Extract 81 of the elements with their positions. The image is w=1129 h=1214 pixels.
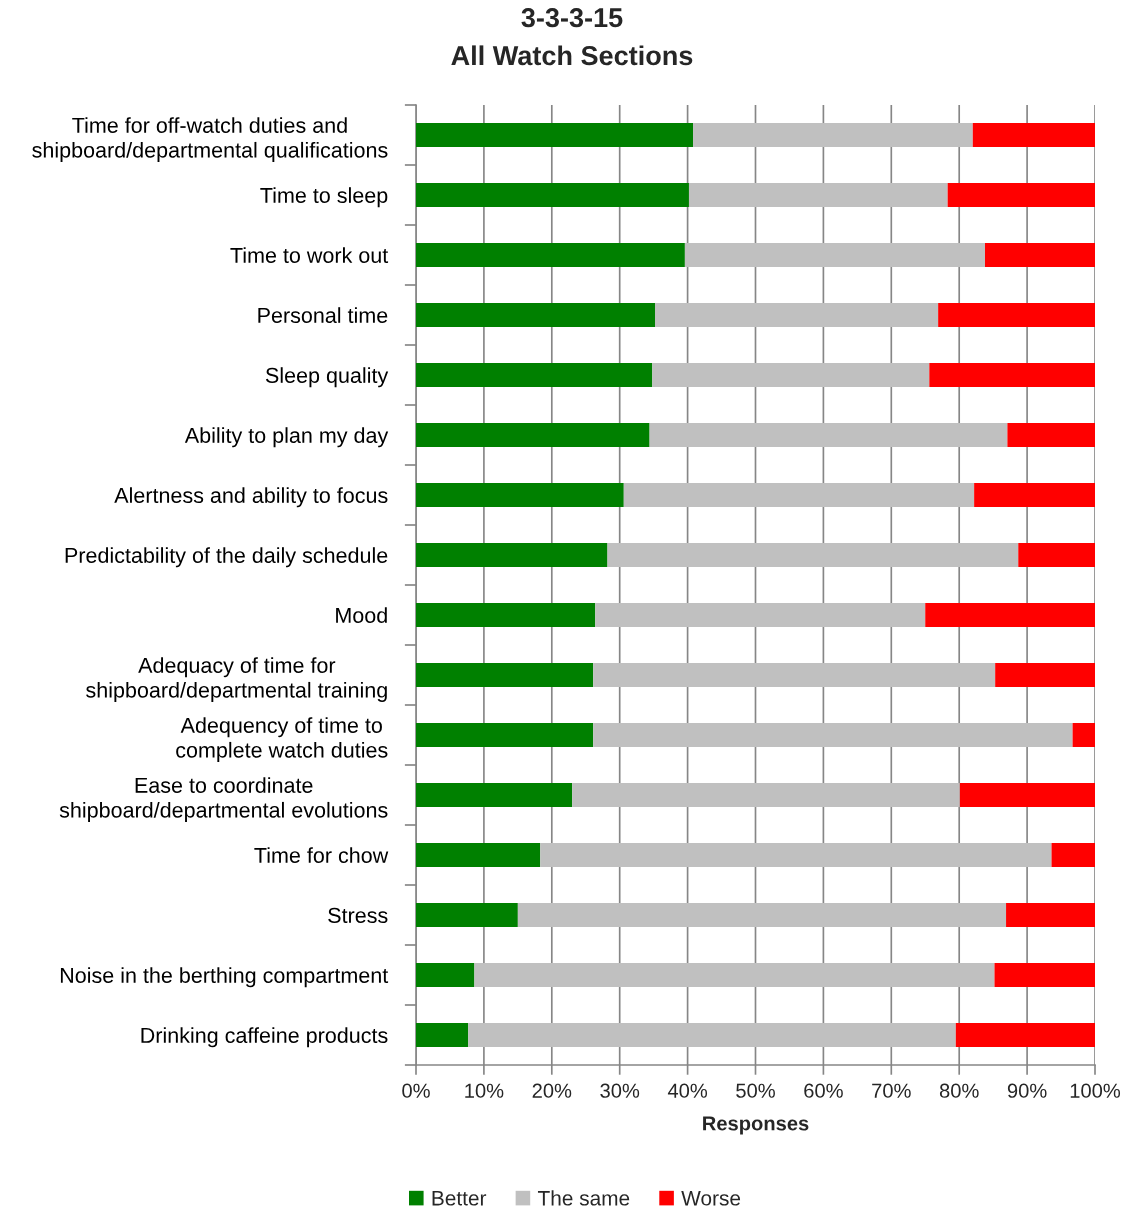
bar: [416, 963, 475, 987]
bar: [416, 843, 541, 867]
bar: [540, 843, 1052, 867]
bar: [416, 123, 694, 147]
y-tick-label: Predictability of the daily schedule: [65, 547, 388, 568]
x-tick-label: 20%: [532, 1083, 572, 1098]
bar: [468, 1023, 956, 1047]
bar: [974, 483, 1095, 507]
bar: [416, 183, 689, 207]
bar: [652, 363, 930, 387]
bar: [416, 903, 518, 927]
bar: [474, 963, 995, 987]
bar: [1018, 543, 1095, 567]
bar: [416, 363, 653, 387]
x-tick-label: 40%: [667, 1083, 708, 1098]
bar: [416, 603, 596, 627]
legend-label: Worse: [681, 1191, 741, 1206]
bar: [517, 903, 1007, 927]
bar: [416, 723, 594, 747]
x-tick-label: 80%: [939, 1083, 979, 1098]
chart-title: 3-3-3-15: [521, 8, 623, 28]
bar: [593, 723, 1073, 747]
bar: [649, 423, 1008, 447]
bar: [955, 1023, 1095, 1047]
bar: [929, 363, 1095, 387]
x-tick-label: 100%: [1070, 1083, 1121, 1098]
y-tick-label: Time to sleep: [260, 187, 388, 208]
bar: [985, 243, 1095, 267]
bar: [655, 303, 939, 327]
bar: [593, 663, 996, 687]
x-tick-label: 0%: [402, 1083, 430, 1098]
y-tick-label: Alertness and ability to focus: [114, 487, 388, 508]
y-tick-label: Personal time: [258, 307, 388, 324]
bar: [607, 543, 1019, 567]
legend-label: Better: [432, 1191, 487, 1206]
bar: [416, 303, 656, 327]
legend-label: The same: [537, 1190, 630, 1206]
chart-subtitle: All Watch Sections: [451, 45, 693, 66]
y-tick-label: Adequency of time to complete watch duties: [176, 717, 388, 762]
bar: [1006, 903, 1095, 927]
x-tick-label: 50%: [736, 1083, 775, 1098]
y-tick-label: Sleep quality: [265, 367, 389, 388]
bar: [994, 963, 1095, 987]
bar: [693, 123, 973, 147]
y-tick-label: Time to work out: [230, 247, 389, 264]
bar: [959, 783, 1095, 807]
x-tick-label: 60%: [804, 1083, 843, 1098]
y-tick-label: Drinking caffeine products: [141, 1027, 388, 1048]
bar: [416, 423, 650, 447]
y-tick-label: Noise in the berthing compartment: [60, 967, 389, 988]
bar: [972, 123, 1095, 147]
bar: [938, 303, 1095, 327]
x-axis-title: Responses: [703, 1116, 809, 1135]
y-tick-label: Adequacy of time for shipboard/departmental training: [86, 657, 387, 702]
bar: [416, 543, 608, 567]
bar: [416, 483, 624, 507]
x-tick-label: 90%: [1007, 1083, 1047, 1098]
bar: [416, 783, 573, 807]
bar: [925, 603, 1095, 627]
y-tick-label: Time for chow: [254, 847, 389, 864]
bar: [416, 243, 685, 267]
y-tick-label: Mood: [336, 607, 387, 624]
bar: [1007, 423, 1095, 447]
x-tick-label: 30%: [600, 1083, 640, 1098]
y-tick-label: Ease to coordinate shipboard/departmental evolutions: [59, 777, 388, 822]
bar: [688, 183, 948, 207]
y-tick-label: Ability to plan my day: [184, 427, 389, 448]
y-tick-label: Time for off-watch duties and shipboard/departmental qualifications: [32, 117, 388, 162]
bar: [416, 663, 594, 687]
bar: [1051, 843, 1095, 867]
bar: [684, 243, 985, 267]
bar: [595, 603, 926, 627]
bar: [416, 1023, 469, 1047]
bar: [572, 783, 960, 807]
bar: [947, 183, 1095, 207]
bar: [1072, 723, 1095, 747]
bar: [995, 663, 1095, 687]
x-tick-label: 10%: [465, 1083, 504, 1098]
bar: [623, 483, 975, 507]
y-tick-label: Stress: [328, 907, 388, 924]
x-tick-label: 70%: [872, 1083, 911, 1098]
